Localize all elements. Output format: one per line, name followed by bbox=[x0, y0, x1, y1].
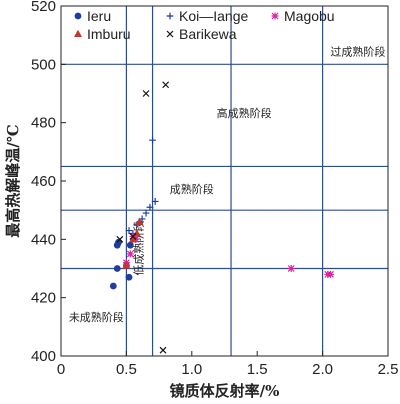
data-point bbox=[151, 198, 159, 205]
y-tick-label: 520 bbox=[31, 0, 56, 15]
data-point bbox=[125, 227, 133, 234]
data-point bbox=[135, 217, 144, 225]
series-ieru bbox=[109, 238, 134, 290]
x-tick-label: 1.0 bbox=[181, 361, 202, 378]
y-tick-label: 440 bbox=[31, 231, 56, 248]
legend-item: Magobu bbox=[271, 8, 335, 24]
legend-item: Barikewa bbox=[166, 26, 237, 42]
legend-marker bbox=[166, 12, 174, 20]
legend-label: Ieru bbox=[87, 8, 111, 24]
region-label: 高成熟阶段 bbox=[217, 106, 272, 120]
legend-label: Barikewa bbox=[179, 26, 237, 42]
y-tick-label: 460 bbox=[31, 173, 56, 190]
legend-item: Imburu bbox=[74, 26, 131, 42]
legend-marker bbox=[74, 12, 82, 20]
data-point bbox=[146, 203, 154, 211]
data-point bbox=[142, 209, 150, 217]
region-label: 过成熟阶段 bbox=[330, 45, 385, 59]
data-point bbox=[125, 273, 133, 281]
data-point bbox=[128, 235, 137, 243]
x-tick-label: 0.5 bbox=[116, 361, 137, 378]
y-tick-label: 420 bbox=[31, 290, 56, 307]
x-tick-label: 1.5 bbox=[247, 361, 268, 378]
data-point bbox=[142, 90, 150, 97]
legend-marker bbox=[166, 30, 174, 38]
x-axis-title: 镜质体反射率/% bbox=[170, 382, 280, 400]
y-axis-title: 最高热解峰温/℃ bbox=[4, 124, 22, 237]
legend: Ieru Koi—Iange Magobu Imburu Barikewa bbox=[74, 8, 335, 42]
data-point bbox=[126, 241, 134, 249]
data-point bbox=[129, 232, 137, 240]
y-axis: 400 420 440 460 480 500 520 bbox=[31, 0, 66, 365]
x-tick-label: 2.5 bbox=[378, 361, 399, 378]
data-point bbox=[109, 282, 117, 290]
x-tick-label: 0 bbox=[57, 361, 65, 378]
data-point bbox=[113, 265, 121, 272]
x-axis: 0 0.5 1.0 1.5 2.0 2.5 bbox=[57, 351, 399, 378]
legend-marker bbox=[74, 29, 82, 37]
legend-label: Koi—Iange bbox=[179, 8, 248, 24]
series-magobu bbox=[122, 232, 334, 278]
series-barikewa bbox=[116, 81, 170, 354]
data-points bbox=[109, 81, 334, 354]
data-point bbox=[326, 270, 334, 278]
region-label: 未成熟阶段 bbox=[69, 310, 124, 324]
legend-item: Koi—Iange bbox=[166, 8, 248, 24]
legend-marker bbox=[271, 12, 279, 20]
legend-item: Ieru bbox=[74, 8, 111, 24]
data-point bbox=[149, 136, 156, 144]
data-point bbox=[122, 261, 131, 269]
region-labels: 未成熟阶段 低成熟阶段 成熟阶段 高成熟阶段 过成熟阶段 bbox=[69, 45, 386, 324]
y-tick-label: 400 bbox=[31, 348, 56, 365]
region-label: 成熟阶段 bbox=[170, 182, 214, 196]
legend-label: Imburu bbox=[87, 26, 131, 42]
y-tick-label: 500 bbox=[31, 56, 56, 73]
y-tick-label: 480 bbox=[31, 115, 56, 132]
region-label: 低成熟阶段 bbox=[131, 221, 145, 276]
data-point bbox=[116, 235, 124, 243]
series-koi-iange bbox=[125, 136, 159, 237]
x-tick-label: 2.0 bbox=[312, 361, 333, 378]
data-point bbox=[162, 81, 170, 89]
data-point bbox=[287, 265, 295, 272]
data-point bbox=[126, 250, 134, 258]
data-point bbox=[159, 346, 167, 354]
legend-label: Magobu bbox=[284, 8, 335, 24]
